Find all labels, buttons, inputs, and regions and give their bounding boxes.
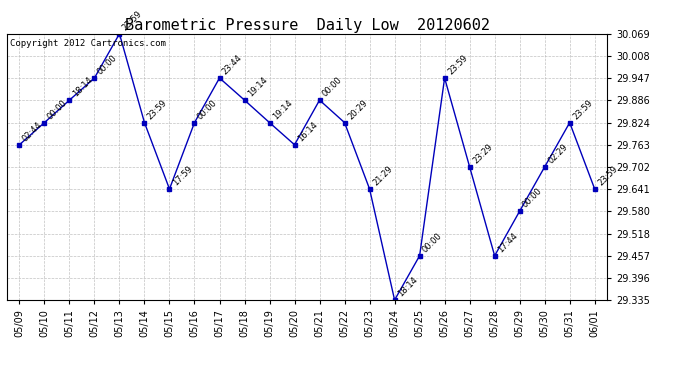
Title: Barometric Pressure  Daily Low  20120602: Barometric Pressure Daily Low 20120602 (125, 18, 489, 33)
Text: 23:59: 23:59 (146, 98, 169, 121)
Text: 18:14: 18:14 (396, 275, 420, 298)
Text: 17:59: 17:59 (171, 164, 194, 188)
Text: 23:44: 23:44 (221, 53, 244, 76)
Text: 16:14: 16:14 (296, 120, 319, 143)
Text: 00:00: 00:00 (46, 98, 69, 121)
Text: 00:00: 00:00 (421, 231, 444, 254)
Text: 23:29: 23:29 (471, 142, 494, 165)
Text: 00:00: 00:00 (321, 76, 344, 99)
Text: 23:59: 23:59 (596, 164, 620, 188)
Text: 23:59: 23:59 (446, 53, 469, 76)
Text: 20:29: 20:29 (346, 98, 369, 121)
Text: Copyright 2012 Cartronics.com: Copyright 2012 Cartronics.com (10, 39, 166, 48)
Text: 23:59: 23:59 (571, 98, 594, 121)
Text: 21:29: 21:29 (371, 165, 394, 188)
Text: 19:14: 19:14 (271, 98, 294, 121)
Text: 23:59: 23:59 (121, 9, 144, 32)
Text: 02:29: 02:29 (546, 142, 569, 165)
Text: 19:14: 19:14 (246, 76, 269, 99)
Text: 02:44: 02:44 (21, 120, 44, 143)
Text: 00:00: 00:00 (96, 54, 119, 76)
Text: 17:44: 17:44 (496, 231, 520, 254)
Text: 18:14: 18:14 (71, 75, 94, 99)
Text: 00:00: 00:00 (196, 98, 219, 121)
Text: 00:00: 00:00 (521, 187, 544, 210)
